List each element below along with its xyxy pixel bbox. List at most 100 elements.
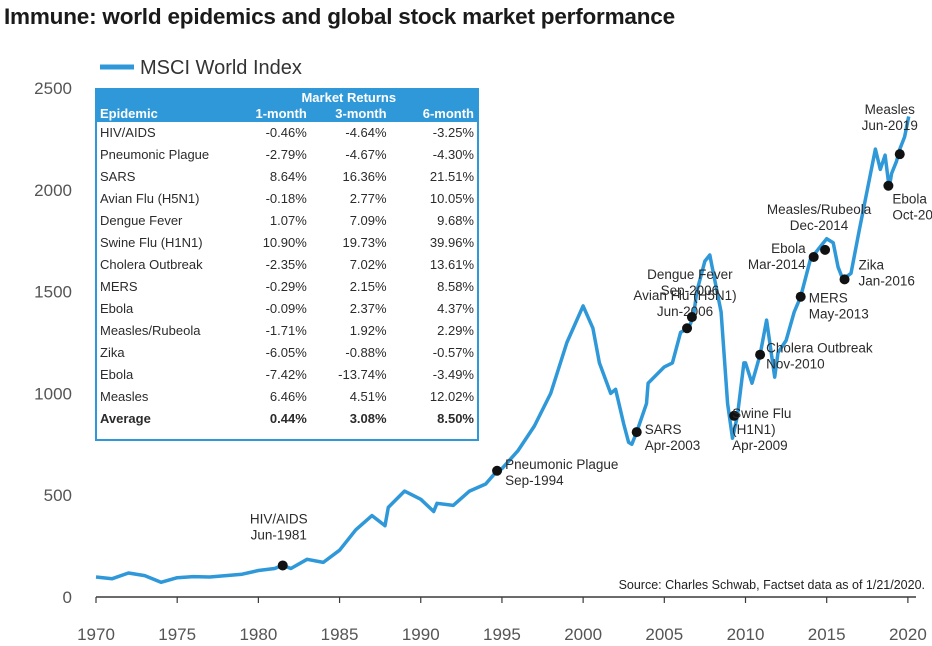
table-row: Ebola -7.42% -13.74% -3.49% xyxy=(97,364,477,386)
epidemic-name-cell: Ebola xyxy=(100,301,134,316)
event-label: Zika xyxy=(859,257,885,272)
event-dot xyxy=(277,560,288,571)
return-value-cell: 8.58% xyxy=(437,279,474,294)
return-value-cell: 2.37% xyxy=(349,301,387,316)
event-dot xyxy=(808,251,819,262)
epidemic-name-cell: HIV/AIDS xyxy=(100,125,156,140)
event-label: Jun-1981 xyxy=(251,527,307,542)
return-value-cell: 1.92% xyxy=(349,323,387,338)
x-tick-label: 1980 xyxy=(239,625,277,644)
y-tick-label: 2000 xyxy=(34,181,72,200)
return-value-cell: -0.46% xyxy=(265,125,307,140)
table-row: Avian Flu (H5N1) -0.18% 2.77% 10.05% xyxy=(97,188,477,210)
event-dot xyxy=(631,427,642,438)
y-axis-ticks: 0 500 1000 1500 2000 2500 xyxy=(34,79,72,607)
epidemic-name-cell: Zika xyxy=(100,345,125,360)
event-label: SARS xyxy=(645,422,682,437)
event-label: Pneumonic Plague xyxy=(505,457,618,472)
event-dot xyxy=(795,291,806,302)
return-value-cell: -3.25% xyxy=(432,125,474,140)
event-dot xyxy=(883,180,894,191)
x-tick-label: 2010 xyxy=(727,625,765,644)
return-value-cell: 12.02% xyxy=(429,389,474,404)
source-note: Source: Charles Schwab, Factset data as … xyxy=(619,578,925,592)
legend-label: MSCI World Index xyxy=(140,57,302,79)
return-value-cell: -13.74% xyxy=(338,367,387,382)
return-value-cell: 4.51% xyxy=(349,389,387,404)
event-label: Mar-2014 xyxy=(748,257,806,272)
x-axis-ticks: 1970 1975 1980 1985 1990 1995 2000 2005 2010 2015… xyxy=(77,597,927,644)
x-tick-label: 2020 xyxy=(889,625,927,644)
return-value-cell: 3.08% xyxy=(349,411,387,426)
return-value-cell: -6.05% xyxy=(265,345,307,360)
event-dot xyxy=(686,312,697,323)
x-tick-label: 2000 xyxy=(564,625,602,644)
x-tick-label: 2005 xyxy=(645,625,683,644)
event-label: Ebola xyxy=(892,192,927,207)
event-marker: Swine Flu(H1N1)Apr-2009 xyxy=(729,406,791,453)
table-row: MERS -0.29% 2.15% 8.58% xyxy=(97,276,477,298)
event-dot xyxy=(820,244,831,255)
event-label: Sep-2006 xyxy=(661,283,720,298)
y-tick-label: 500 xyxy=(44,486,72,505)
legend: MSCI World Index xyxy=(100,57,302,79)
event-label: Jan-2016 xyxy=(859,273,915,288)
chart-title: Immune: world epidemics and global stock… xyxy=(4,4,675,29)
return-value-cell: -0.18% xyxy=(265,191,307,206)
epidemic-name-cell: Average xyxy=(100,411,151,426)
x-tick-label: 1995 xyxy=(483,625,521,644)
table-average-row: Average 0.44% 3.08% 8.50% xyxy=(97,408,477,430)
table-row: Measles/Rubeola -1.71% 1.92% 2.29% xyxy=(97,320,477,342)
event-label: Cholera Outbreak xyxy=(766,341,873,356)
return-value-cell: 2.15% xyxy=(349,279,387,294)
epidemic-name-cell: SARS xyxy=(100,169,136,184)
return-value-cell: -2.35% xyxy=(265,257,307,272)
column-header-6-month: 6-month xyxy=(422,106,474,121)
event-label: MERS xyxy=(809,291,848,306)
epidemic-name-cell: Avian Flu (H5N1) xyxy=(100,191,200,206)
column-header-epidemic: Epidemic xyxy=(100,106,158,121)
return-value-cell: -1.71% xyxy=(265,323,307,338)
event-label: HIV/AIDS xyxy=(250,511,308,526)
event-label: Jun-2006 xyxy=(657,304,713,319)
table-row: Dengue Fever 1.07% 7.09% 9.68% xyxy=(97,210,477,232)
x-tick-label: 1985 xyxy=(321,625,359,644)
return-value-cell: 6.46% xyxy=(269,389,307,404)
return-value-cell: 21.51% xyxy=(429,169,474,184)
epidemic-name-cell: Pneumonic Plague xyxy=(100,147,210,162)
epidemic-name-cell: Swine Flu (H1N1) xyxy=(100,235,203,250)
return-value-cell: 2.77% xyxy=(349,191,387,206)
return-value-cell: 13.61% xyxy=(429,257,474,272)
event-label: (H1N1) xyxy=(732,422,776,437)
return-value-cell: 19.73% xyxy=(342,235,387,250)
event-label: Avian Flu (H5N1) xyxy=(633,288,736,303)
event-label: Nov-2010 xyxy=(766,357,825,372)
event-label: Dengue Fever xyxy=(647,267,733,282)
return-value-cell: -4.64% xyxy=(345,125,387,140)
event-label: Swine Flu xyxy=(732,406,791,421)
event-label: Jun-2019 xyxy=(862,118,918,133)
y-tick-label: 0 xyxy=(63,588,72,607)
table-group-header-row: Market Returns xyxy=(97,90,477,106)
return-value-cell: 8.50% xyxy=(437,411,474,426)
event-label: Measles xyxy=(865,102,916,117)
table-row: Zika -6.05% -0.88% -0.57% xyxy=(97,342,477,364)
table-body: HIV/AIDS -0.46% -4.64% -3.25% Pneumonic Plag… xyxy=(97,122,477,430)
return-value-cell: -0.57% xyxy=(432,345,474,360)
return-value-cell: 2.29% xyxy=(437,323,474,338)
return-value-cell: 4.37% xyxy=(437,301,474,316)
return-value-cell: 0.44% xyxy=(269,411,307,426)
table-row: Swine Flu (H1N1) 10.90% 19.73% 39.96% xyxy=(97,232,477,254)
event-label: Measles/Rubeola xyxy=(767,202,872,217)
event-marker: Avian Flu (H5N1)Jun-2006 xyxy=(633,288,737,334)
y-tick-label: 1000 xyxy=(34,384,72,403)
table-row: HIV/AIDS -0.46% -4.64% -3.25% xyxy=(97,122,477,144)
event-label: Ebola xyxy=(771,241,806,256)
table-row: Ebola -0.09% 2.37% 4.37% xyxy=(97,298,477,320)
